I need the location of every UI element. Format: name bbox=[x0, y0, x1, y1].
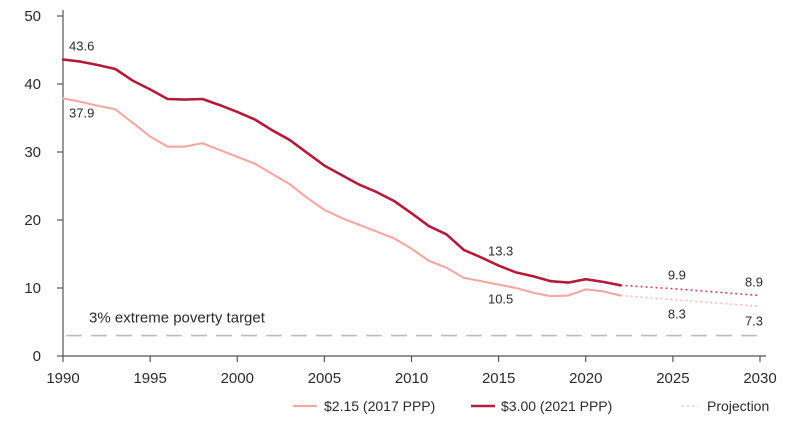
y-tick-label: 20 bbox=[24, 212, 41, 229]
data-label: 8.9 bbox=[745, 274, 763, 289]
x-tick-label: 2000 bbox=[221, 370, 254, 387]
legend-label: Projection bbox=[707, 398, 769, 414]
series-215-projection bbox=[620, 294, 761, 308]
series-215-line bbox=[61, 97, 622, 298]
target-label: 3% extreme poverty target bbox=[89, 310, 266, 327]
data-label: 10.5 bbox=[488, 292, 513, 307]
x-tick-label: 1995 bbox=[133, 370, 166, 387]
data-labels: 43.6 37.9 13.3 10.5 9.9 8.3 8.9 7.3 bbox=[69, 39, 763, 329]
legend-label: $2.15 (2017 PPP) bbox=[324, 398, 435, 414]
y-tick-label: 10 bbox=[24, 280, 41, 297]
legend: $2.15 (2017 PPP) $3.00 (2021 PPP) Projecti… bbox=[293, 398, 769, 414]
y-tick-label: 30 bbox=[24, 144, 41, 161]
x-tick-label: 2030 bbox=[743, 370, 776, 387]
y-tick-label: 50 bbox=[24, 8, 41, 25]
series-300-line bbox=[61, 58, 622, 287]
x-tick-label: 2005 bbox=[308, 370, 341, 387]
x-tick-label: 1990 bbox=[46, 370, 79, 387]
data-label: 37.9 bbox=[69, 105, 94, 120]
y-tick-label: 0 bbox=[33, 348, 41, 365]
data-label: 13.3 bbox=[488, 244, 513, 259]
series-300-projection bbox=[620, 284, 761, 297]
data-label: 7.3 bbox=[745, 313, 763, 328]
data-label: 8.3 bbox=[668, 307, 686, 322]
x-tick-label: 2020 bbox=[569, 370, 602, 387]
x-tick-label: 2010 bbox=[395, 370, 428, 387]
legend-label: $3.00 (2021 PPP) bbox=[501, 398, 612, 414]
data-label: 9.9 bbox=[668, 268, 686, 283]
series-layer bbox=[61, 58, 761, 308]
data-label: 43.6 bbox=[69, 39, 94, 54]
x-tick-label: 2015 bbox=[482, 370, 515, 387]
target-layer: 3% extreme poverty target bbox=[66, 310, 760, 337]
x-tick-label: 2025 bbox=[656, 370, 689, 387]
y-tick-label: 40 bbox=[24, 76, 41, 93]
